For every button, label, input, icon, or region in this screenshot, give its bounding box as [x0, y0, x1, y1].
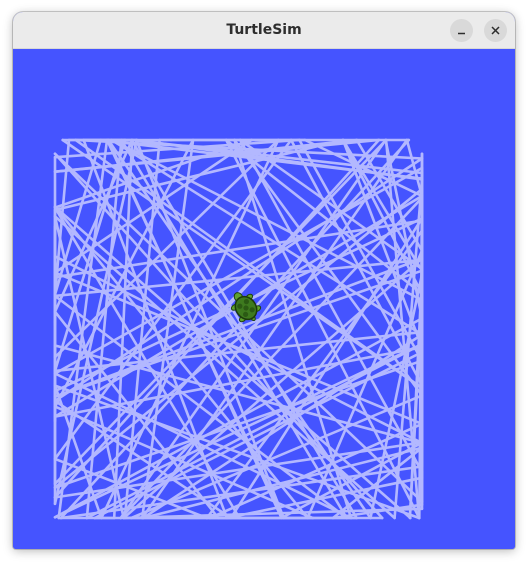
turtle-icon — [230, 292, 262, 323]
pen-trail-segment — [53, 345, 424, 418]
pen-trail-segment — [57, 138, 109, 520]
pen-trail-segment — [289, 138, 424, 387]
pen-trail-segment — [331, 446, 424, 520]
pen-trail-segment — [53, 215, 125, 520]
pen-trail-segment — [122, 257, 424, 520]
pen-trail-segment — [53, 157, 424, 403]
pen-trail-segment — [53, 138, 293, 461]
pen-trail-segment — [303, 138, 424, 198]
pen-trail-segment — [129, 394, 424, 520]
close-icon — [491, 26, 500, 35]
pen-trail-segment — [53, 405, 314, 520]
pen-trail-segment — [355, 138, 424, 252]
pen-trail-segment — [341, 138, 424, 272]
pen-trail-segment — [225, 476, 424, 520]
pen-trail-segment — [53, 215, 396, 520]
pen-trail-segment — [53, 138, 381, 499]
pen-trail-segment — [405, 138, 424, 198]
pen-trail-segment — [141, 333, 424, 520]
pen-trail-segment — [141, 446, 424, 520]
pen-trail-segment — [53, 441, 424, 499]
pen-trail-segment — [53, 219, 424, 279]
pen-trail-segment — [135, 138, 286, 520]
turtle-canvas — [13, 49, 515, 549]
minimize-icon — [458, 32, 465, 35]
pen-trail-segment — [53, 258, 424, 298]
pen-trail-segment — [123, 507, 424, 520]
minimize-button[interactable] — [450, 19, 473, 42]
pen-trail-segment — [110, 138, 424, 302]
pen-trail-segment — [306, 249, 424, 520]
turtlesim-window: TurtleSim — [13, 12, 515, 549]
window-title: TurtleSim — [226, 22, 302, 38]
pen-trail-segment — [53, 205, 309, 520]
pen-trail-segment — [140, 138, 195, 520]
close-button[interactable] — [484, 19, 507, 42]
pen-trail — [53, 138, 424, 520]
pen-trail-segment — [53, 372, 353, 520]
pen-trail-segment — [130, 138, 359, 520]
pen-trail-segment — [123, 138, 161, 520]
pen-trail-segment — [61, 138, 424, 390]
pen-trail-segment — [53, 138, 280, 359]
pen-trail-segment — [369, 272, 424, 520]
pen-trail-segment — [53, 269, 424, 398]
pen-trail-segment — [119, 196, 424, 520]
pen-trail-segment — [53, 271, 424, 426]
pen-trail-segment — [53, 138, 359, 173]
pen-trail-segment — [53, 330, 424, 373]
pen-trail-segment — [229, 217, 424, 520]
pen-trail-segment — [53, 205, 412, 520]
pen-trail-segment — [53, 166, 424, 375]
pen-trail-segment — [341, 138, 424, 349]
pen-trail-segment — [53, 257, 424, 398]
pen-trail-segment — [85, 342, 424, 520]
pen-trail-segment — [224, 138, 421, 520]
pen-trail-lines — [53, 138, 424, 520]
pen-trail-segment — [208, 422, 424, 520]
pen-trail-segment — [53, 310, 220, 520]
pen-trail-segment — [112, 138, 134, 520]
pen-trail-segment — [53, 138, 127, 373]
pen-trail-segment — [298, 138, 424, 363]
title-bar[interactable]: TurtleSim — [13, 12, 515, 49]
pen-trail-segment — [238, 138, 424, 474]
pen-trail-segment — [53, 384, 421, 520]
